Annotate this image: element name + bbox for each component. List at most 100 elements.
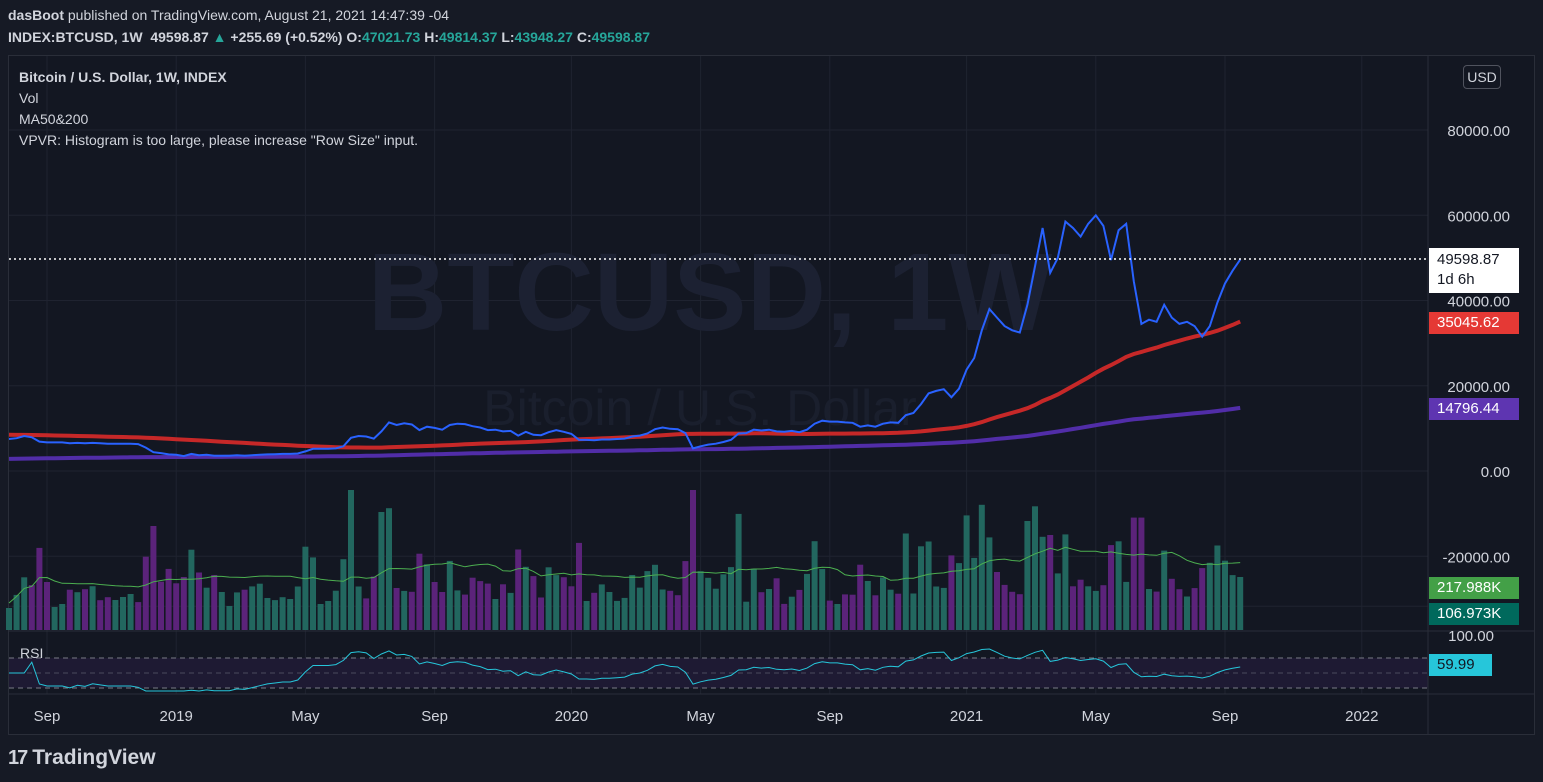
volume-bar	[522, 566, 529, 630]
grid-lines	[9, 56, 1428, 694]
close-value: 49598.87	[591, 29, 651, 45]
symbol-label: INDEX:BTCUSD, 1W	[8, 29, 143, 45]
volume-bar	[538, 597, 544, 630]
volume-bar	[804, 573, 810, 630]
volume-bar	[28, 585, 35, 630]
volume-bar	[287, 599, 294, 630]
volume-bar	[492, 599, 499, 630]
volume-bar	[51, 607, 58, 630]
volume-bar	[1001, 584, 1008, 630]
volume-bar	[310, 557, 316, 630]
volume-bar	[59, 604, 66, 630]
volume-bar	[849, 594, 856, 630]
volume-bar	[887, 589, 894, 630]
volume-bar	[971, 557, 978, 630]
volume-ma-label: 217.988K	[1429, 577, 1519, 599]
volume-bar	[1168, 578, 1175, 630]
price-tick-label: 20000.00	[1447, 379, 1510, 396]
last-price: 49598.87	[150, 29, 209, 45]
ma200-line	[8, 405, 1241, 461]
volume-bar	[446, 560, 453, 630]
tv-logo-icon: 17	[8, 746, 28, 769]
volume-bar	[340, 559, 347, 630]
legend-ma[interactable]: MA50&200	[19, 111, 89, 127]
volume-bar	[507, 592, 514, 630]
volume-bar	[454, 590, 461, 630]
legend-vpvr[interactable]: VPVR: Histogram is too large, please inc…	[19, 132, 419, 148]
volume-bar	[629, 575, 636, 630]
volume-bar	[1024, 521, 1031, 630]
price-tick-label: 80000.00	[1447, 123, 1510, 140]
volume-bar	[773, 578, 780, 630]
volume-bar	[135, 602, 142, 630]
close-label: C:	[576, 29, 592, 45]
volume-bar	[963, 515, 970, 630]
volume-bar	[682, 561, 689, 630]
volume-bar	[606, 592, 613, 630]
volume-bar	[74, 592, 81, 630]
volume-bar	[249, 586, 256, 630]
low-label: L:	[501, 29, 515, 45]
volume-bar	[895, 593, 902, 630]
volume-bar	[674, 595, 681, 630]
volume-bar	[1237, 577, 1244, 630]
legend-vol[interactable]: Vol	[19, 90, 39, 106]
last-price-value: 49598.87	[1437, 251, 1500, 268]
watermark: BTCUSD, 1W Bitcoin / U.S. Dollar	[368, 231, 1053, 436]
volume-bar	[234, 592, 240, 630]
volume-bar	[940, 587, 947, 630]
volume-bar	[1199, 568, 1206, 630]
volume-bar	[1161, 550, 1168, 630]
volume-bar	[500, 584, 506, 630]
volume-bar	[1214, 545, 1221, 630]
price-axis: 80000.00 60000.00 40000.00 20000.00 0.00 -200…	[1442, 123, 1510, 645]
volume-bar	[1222, 560, 1228, 630]
volume-bar	[872, 595, 879, 630]
volume-bar	[728, 567, 734, 630]
volume-bar	[165, 568, 172, 630]
rsi-title: RSI	[20, 645, 43, 661]
volume-bar	[416, 553, 423, 630]
volume-bar	[1077, 579, 1084, 630]
volume-bar	[576, 542, 582, 630]
volume-bars	[6, 490, 1244, 631]
volume-bar	[332, 590, 339, 630]
tradingview-logo[interactable]: 17 TradingView	[8, 746, 156, 770]
volume-bar	[66, 589, 73, 630]
watermark-name: Bitcoin / U.S. Dollar	[483, 380, 916, 436]
volume-bar	[462, 594, 468, 630]
volume-bar	[857, 564, 864, 630]
published-text: published on TradingView.com, August 21,…	[67, 7, 450, 23]
volume-bar	[173, 583, 180, 630]
volume-bar	[477, 581, 484, 630]
volume-bar	[279, 597, 286, 630]
price-line	[8, 213, 1242, 458]
bar-countdown: 1d 6h	[1437, 271, 1475, 288]
volume-bar	[1032, 506, 1038, 630]
volume-bar	[1009, 591, 1016, 630]
legend-title: Bitcoin / U.S. Dollar, 1W, INDEX	[19, 69, 227, 85]
change-value: +255.69 (+0.52%)	[230, 29, 343, 45]
volume-bar	[659, 589, 666, 630]
volume-bar	[1123, 581, 1130, 630]
volume-bar	[902, 533, 909, 630]
volume-bar	[811, 541, 818, 630]
time-tick-label: 2021	[950, 708, 983, 725]
volume-bar	[743, 601, 750, 630]
volume-bar	[826, 600, 833, 630]
time-tick-label: Sep	[816, 708, 843, 725]
volume-bar	[1092, 590, 1099, 630]
volume-bar	[13, 594, 20, 630]
volume-bar	[112, 600, 119, 630]
volume-bar	[203, 587, 210, 630]
volume-bar	[652, 564, 658, 630]
volume-bar	[44, 582, 50, 630]
volume-bar	[1016, 594, 1023, 630]
currency-button[interactable]: USD	[1463, 65, 1501, 89]
volume-bar	[1039, 536, 1046, 631]
volume-bar	[469, 577, 476, 630]
volume-bar	[1054, 573, 1061, 630]
volume-bar	[697, 571, 704, 630]
volume-bar	[720, 574, 727, 631]
